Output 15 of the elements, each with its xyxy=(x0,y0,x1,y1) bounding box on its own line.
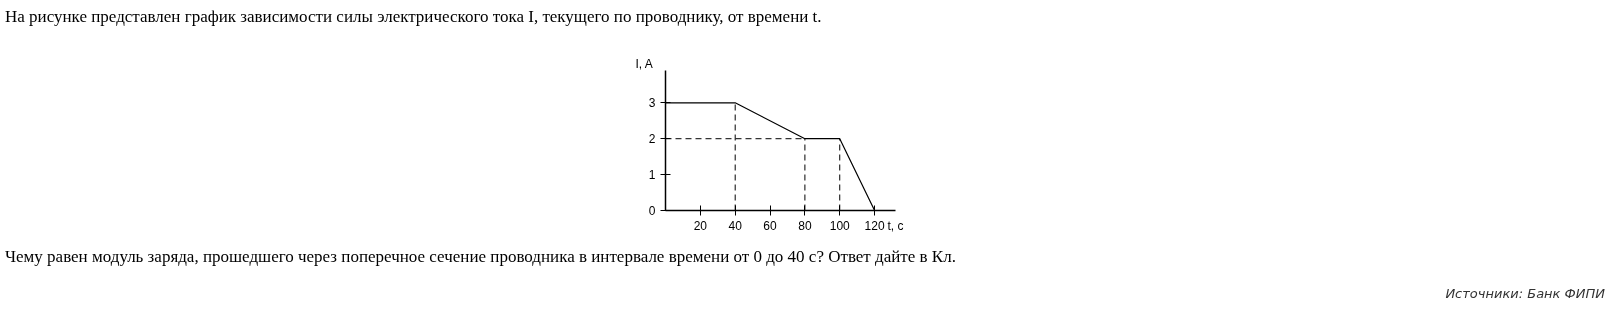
text: Чему равен модуль заряда, прошедшего через поперечное сечение проводника в интервале времени от 0 до 40 с? Ответ дайте в Кл. xyxy=(5,246,956,268)
x-tick-label: 120 xyxy=(864,218,885,233)
y-axis-title: I, A xyxy=(635,56,653,71)
x-tick-label: 20 xyxy=(693,218,708,233)
x-tick-label: 100 xyxy=(829,218,851,233)
x-tick-label: 80 xyxy=(798,218,812,233)
x-axis-title: t, c xyxy=(887,218,904,233)
x-tick-label: 40 xyxy=(728,218,743,233)
y-tick-label: 2 xyxy=(648,132,656,147)
y-tick-label: 1 xyxy=(648,168,656,183)
x-tick-label: 60 xyxy=(763,218,778,233)
text: На рисунке представлен график зависимости силы электрического тока I, текущего по проводнику, от времени t. xyxy=(5,6,822,28)
text: Источники: Банк ФИПИ xyxy=(1445,285,1605,303)
y-tick-label: 0 xyxy=(648,204,656,218)
y-tick-label: 3 xyxy=(648,96,656,111)
